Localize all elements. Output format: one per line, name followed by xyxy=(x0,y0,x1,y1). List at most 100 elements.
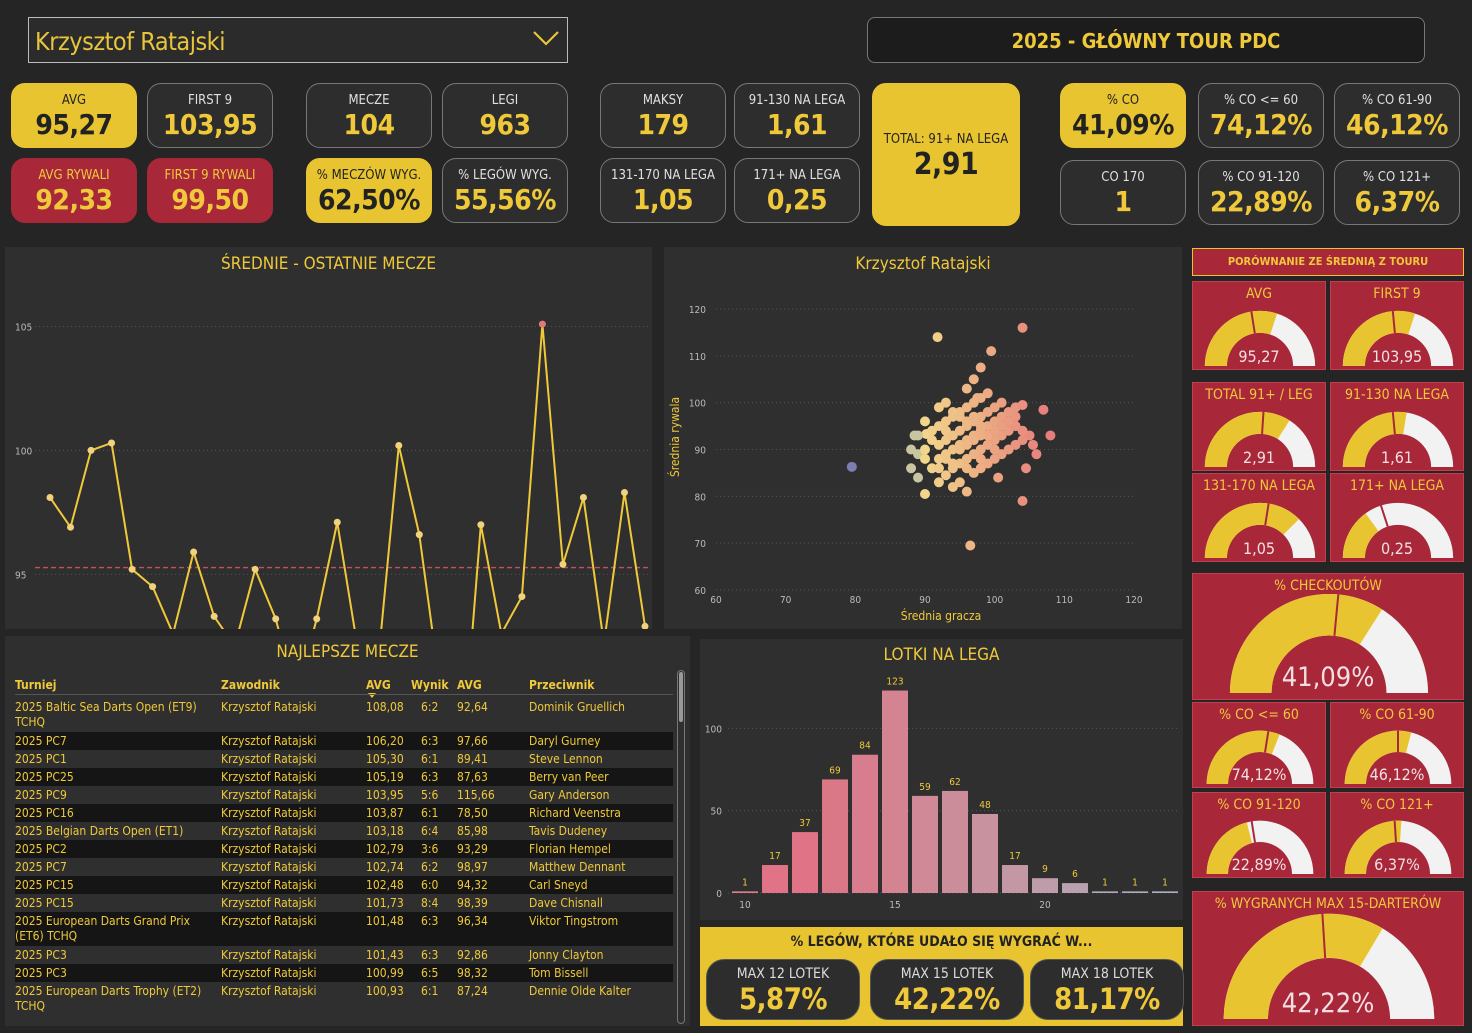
kpi-s171: 171+ NA LEGA 0,25 xyxy=(734,158,860,223)
gauge-target-marker xyxy=(1379,505,1389,527)
kpi-avg: AVG 95,27 xyxy=(11,83,137,148)
gauge-target-marker xyxy=(1391,310,1396,334)
bar xyxy=(762,865,788,893)
gauge-target-marker xyxy=(1261,411,1265,435)
table-row[interactable]: 2025 PC3 Krzysztof Ratajski 100,99 6:5 98,32… xyxy=(15,964,673,982)
gauge-s131-170: 131-170 NA LEGA 1,05 xyxy=(1192,473,1326,562)
chevron-down-icon[interactable] xyxy=(533,30,559,46)
kpi-co91-120: % CO 91-120 22,89% xyxy=(1198,160,1324,225)
player-dropdown[interactable]: Krzysztof Ratajski xyxy=(28,17,568,63)
scatter-point xyxy=(926,463,937,474)
scatter-point xyxy=(968,411,979,422)
bar xyxy=(1152,891,1178,893)
gauge-co-label: % CHECKOUTÓW xyxy=(1274,578,1382,594)
table-row[interactable]: 2025 PC15 Krzysztof Ratajski 102,48 6:0 94,3… xyxy=(15,876,673,894)
bar-ytick: 100 xyxy=(705,724,722,735)
bar xyxy=(732,891,758,893)
scatter-point xyxy=(993,472,1004,483)
scatter-point xyxy=(968,374,979,385)
col-header-opp-avg[interactable]: AVG xyxy=(457,678,482,692)
table-row[interactable]: 2025 European Darts Grand Prix (ET6) TCH… xyxy=(15,912,673,946)
table-cell: 103,87 xyxy=(366,806,404,820)
table-row[interactable]: 2025 PC7 Krzysztof Ratajski 106,20 6:3 97,66… xyxy=(15,732,673,750)
table-row[interactable]: 2025 PC2 Krzysztof Ratajski 102,79 3:6 93,29… xyxy=(15,840,673,858)
table-row[interactable]: 2025 PC7 Krzysztof Ratajski 102,74 6:2 98,97… xyxy=(15,858,673,876)
kpi-matches-label: MECZE xyxy=(348,93,390,108)
table-cell: 108,08 xyxy=(366,700,404,714)
kpi-legs-value: 963 xyxy=(479,108,531,141)
gauge-co91-120-arc xyxy=(1206,820,1314,874)
table-cell: 6:2 xyxy=(421,860,439,874)
table-row[interactable]: 2025 Belgian Darts Open (ET1) TCHQKrzysz… xyxy=(15,822,673,853)
bar-data-label: 9 xyxy=(1042,864,1048,875)
sort-desc-icon[interactable] xyxy=(368,693,376,698)
line-chart-panel: ŚREDNIE - OSTATNIE MECZE 105100959020458… xyxy=(5,247,652,629)
kpi-co170-value: 1 xyxy=(1114,185,1132,218)
avg-point xyxy=(538,320,546,328)
kpi-legs-label: LEGI xyxy=(491,93,519,108)
table-cell: Krzysztof Ratajski xyxy=(221,896,317,910)
legs-won-panel: % LEGÓW, KTÓRE UDAŁO SIĘ WYGRAĆ W... MAX… xyxy=(700,927,1184,1026)
table-cell: 98,32 xyxy=(457,966,488,980)
avg-point xyxy=(395,441,403,449)
col-header-tournament[interactable]: Turniej xyxy=(15,678,57,692)
max12-card: MAX 12 LOTEK 5,87% xyxy=(706,959,860,1020)
table-cell: 2025 PC16 xyxy=(15,806,74,820)
table-row[interactable]: 2025 European Darts Trophy (ET2) TCHQ Krz… xyxy=(15,982,673,1016)
table-cell: 98,39 xyxy=(457,896,488,910)
gauge-total91-label: TOTAL 91+ / LEG xyxy=(1205,387,1313,403)
kpi-first9-opp-value: 99,50 xyxy=(171,183,249,216)
table-row[interactable]: 2025 PC15 Krzysztof Ratajski 101,73 8:4 98,3… xyxy=(15,894,673,912)
col-header-player[interactable]: Zawodnik xyxy=(221,678,280,692)
scatter-point xyxy=(932,332,943,343)
table-cell: 103,95 xyxy=(366,788,404,802)
table-row[interactable]: 2025 PC3 Krzysztof Ratajski 101,43 6:3 92,86… xyxy=(15,946,673,964)
bar xyxy=(852,754,878,893)
table-row[interactable]: 2025 PC25 Krzysztof Ratajski 105,19 6:3 87,6… xyxy=(15,768,673,786)
gauge-first9: FIRST 9 103,95 xyxy=(1330,281,1464,370)
table-scrollbar-thumb[interactable] xyxy=(679,672,683,722)
line-ytick: 105 xyxy=(15,323,32,334)
bar xyxy=(822,779,848,893)
table-cell: 2025 PC25 xyxy=(15,770,74,784)
gauge-s131-170-arc xyxy=(1204,502,1316,558)
table-cell: Berry van Peer xyxy=(529,770,609,784)
gauge-target-marker xyxy=(1250,311,1256,334)
bar-chart-title: LOTKI NA LEGA xyxy=(883,645,1000,665)
scatter-point xyxy=(1017,425,1028,436)
col-header-opponent[interactable]: Przeciwnik xyxy=(529,678,595,692)
table-row[interactable]: 2025 PC16 Krzysztof Ratajski 103,87 6:1 78,5… xyxy=(15,804,673,822)
avg-point xyxy=(313,615,321,623)
bar xyxy=(942,790,968,893)
col-header-avg[interactable]: AVG xyxy=(366,678,391,692)
bar-chart: 100 50 0 1 17 37 69 84 123 59 62 48 17 9 6 1 1 1 10 15 20 xyxy=(705,677,1178,911)
table-cell: Krzysztof Ratajski xyxy=(221,984,317,998)
gauge-first9-arc xyxy=(1342,310,1454,366)
scatter-point xyxy=(913,472,924,483)
table-cell: Krzysztof Ratajski xyxy=(221,860,317,874)
kpi-co170: CO 170 1 xyxy=(1060,160,1186,225)
table-row[interactable]: 2025 PC1 Krzysztof Ratajski 105,30 6:1 89,41… xyxy=(15,750,673,768)
kpi-avg-label: AVG xyxy=(61,93,87,108)
bar-ytick: 50 xyxy=(711,807,723,818)
best-matches-table: NAJLEPSZE MECZE Turniej Zawodnik AVG Wyn… xyxy=(5,636,690,1026)
gauge-first9-value: 103,95 xyxy=(1371,347,1423,366)
gauge-co60-label: % CO <= 60 xyxy=(1219,707,1299,723)
kpi-s131-170-value: 1,05 xyxy=(632,183,694,216)
bar xyxy=(972,813,998,893)
avg-point xyxy=(108,439,116,447)
table-cell: Krzysztof Ratajski xyxy=(221,842,317,856)
col-header-score[interactable]: Wynik xyxy=(411,678,449,692)
table-row[interactable]: 2025 PC9 Krzysztof Ratajski 103,95 5:6 115,6… xyxy=(15,786,673,804)
bar xyxy=(792,832,818,893)
bar xyxy=(1092,891,1118,893)
kpi-first9-label: FIRST 9 xyxy=(187,93,233,108)
gauge-total91-arc xyxy=(1204,411,1316,467)
table-scrollbar[interactable] xyxy=(677,670,685,1024)
bar-data-label: 84 xyxy=(859,741,871,752)
avg-point xyxy=(579,493,587,501)
table-row[interactable]: 2025 Baltic Sea Darts Open (ET9) TCHQ Krz… xyxy=(15,698,673,732)
scatter-xtick: 120 xyxy=(1125,595,1142,606)
scatter-point xyxy=(989,402,1000,413)
